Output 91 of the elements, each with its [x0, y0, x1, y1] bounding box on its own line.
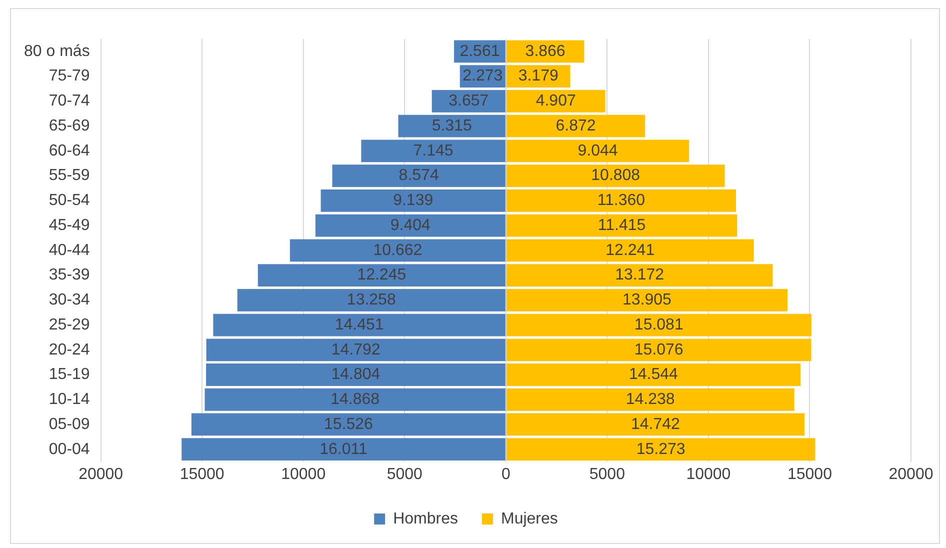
- x-tick-label: 5000: [386, 466, 423, 483]
- bar: [191, 413, 506, 436]
- bar: [506, 214, 738, 237]
- data-label: 2.561: [460, 42, 500, 60]
- data-label: 8.574: [398, 167, 439, 184]
- data-label: 4.907: [536, 92, 576, 110]
- x-tick-label: 5000: [589, 466, 626, 483]
- data-label: 14.238: [626, 391, 675, 408]
- data-label: 15.526: [324, 416, 373, 433]
- bar: [506, 140, 690, 162]
- data-label: 3.866: [525, 42, 566, 60]
- y-tick-label: 45-49: [48, 216, 90, 234]
- x-tick-label: 0: [501, 466, 510, 483]
- data-label: 9.404: [390, 216, 431, 234]
- data-label: 14.544: [628, 366, 678, 384]
- data-label: 14.792: [331, 341, 380, 358]
- x-tick-label: 20000: [78, 466, 124, 483]
- bar: [506, 413, 804, 436]
- bar: [398, 114, 506, 138]
- data-label: 14.804: [331, 366, 380, 384]
- y-tick-label: 55-59: [48, 167, 90, 184]
- y-tick-label: 65-69: [48, 117, 90, 134]
- bar: [506, 90, 606, 112]
- data-label: 12.241: [606, 242, 655, 259]
- bar: [320, 189, 506, 212]
- bar: [213, 314, 506, 336]
- bar: [237, 288, 506, 312]
- y-tick-label: 15-19: [48, 366, 90, 384]
- y-tick-label: 05-09: [48, 416, 90, 433]
- data-label: 10.808: [591, 167, 640, 184]
- bar: [506, 164, 725, 187]
- bar: [506, 338, 812, 362]
- data-label: 13.172: [615, 266, 664, 284]
- y-tick-label: 70-74: [48, 92, 90, 110]
- y-tick-label: 20-24: [48, 341, 90, 358]
- x-tick-label: 15000: [787, 466, 832, 483]
- y-tick-label: 80 o más: [24, 42, 90, 60]
- data-label: 13.258: [346, 292, 396, 309]
- data-label: 6.872: [556, 117, 596, 134]
- legend-label: Mujeres: [501, 510, 558, 528]
- data-label: 2.273: [462, 68, 503, 85]
- bar: [506, 364, 800, 386]
- bar: [506, 288, 788, 312]
- data-label: 11.415: [598, 216, 646, 234]
- bar: [290, 239, 506, 262]
- x-tick-label: 15000: [180, 466, 224, 483]
- y-tick-label: 30-34: [48, 292, 90, 309]
- data-label: 12.245: [357, 266, 406, 284]
- bar: [206, 364, 506, 386]
- y-tick-label: 60-64: [48, 142, 90, 160]
- data-label: 16.011: [320, 440, 368, 458]
- data-label: 3.179: [518, 68, 558, 85]
- bar: [361, 140, 506, 162]
- data-label: 10.662: [373, 242, 422, 259]
- data-label: 15.076: [634, 341, 684, 358]
- bar: [506, 264, 773, 286]
- bar: [182, 438, 506, 461]
- bar: [506, 438, 816, 461]
- y-tick-label: 35-39: [48, 266, 90, 284]
- data-label: 7.145: [413, 142, 454, 160]
- data-label: 9.139: [393, 192, 434, 210]
- x-tick-label: 10000: [686, 466, 731, 483]
- data-label: 15.273: [636, 440, 686, 458]
- bar: [315, 214, 506, 237]
- bar: [332, 164, 506, 187]
- y-tick-label: 25-29: [48, 316, 90, 334]
- bar: [506, 114, 646, 138]
- bar: [506, 189, 736, 212]
- y-tick-label: 40-44: [48, 242, 90, 259]
- data-label: 9.044: [578, 142, 618, 160]
- data-label: 14.451: [334, 316, 384, 334]
- y-tick-label: 50-54: [48, 192, 90, 210]
- bar: [506, 239, 754, 262]
- data-label: 3.657: [448, 92, 489, 110]
- x-tick-label: 10000: [281, 466, 326, 483]
- y-tick-label: 75-79: [48, 68, 90, 85]
- data-label: 15.081: [634, 316, 684, 334]
- data-label: 5.315: [432, 117, 472, 134]
- bar: [506, 314, 812, 336]
- bar: [506, 388, 794, 411]
- data-label: 13.905: [622, 292, 672, 309]
- bar: [204, 388, 506, 411]
- x-tick-label: 20000: [888, 466, 934, 483]
- data-label: 11.360: [597, 192, 646, 210]
- bar: [258, 264, 506, 286]
- bar: [206, 338, 506, 362]
- y-tick-label: 10-14: [48, 391, 90, 408]
- data-label: 14.868: [330, 391, 380, 408]
- y-tick-label: 00-04: [48, 440, 90, 458]
- legend-label: Hombres: [393, 510, 458, 528]
- data-label: 14.742: [630, 416, 680, 433]
